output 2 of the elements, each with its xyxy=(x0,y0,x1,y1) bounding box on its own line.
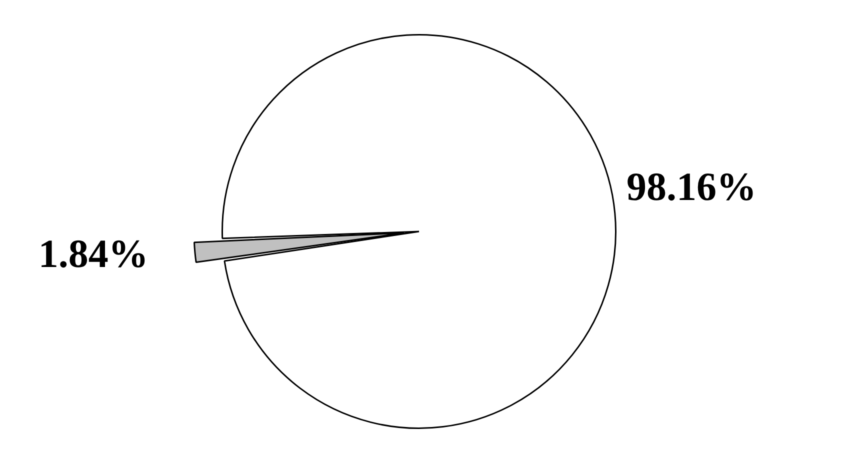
data-label: 1.84% xyxy=(38,230,148,276)
data-label: 98.16% xyxy=(626,164,757,209)
